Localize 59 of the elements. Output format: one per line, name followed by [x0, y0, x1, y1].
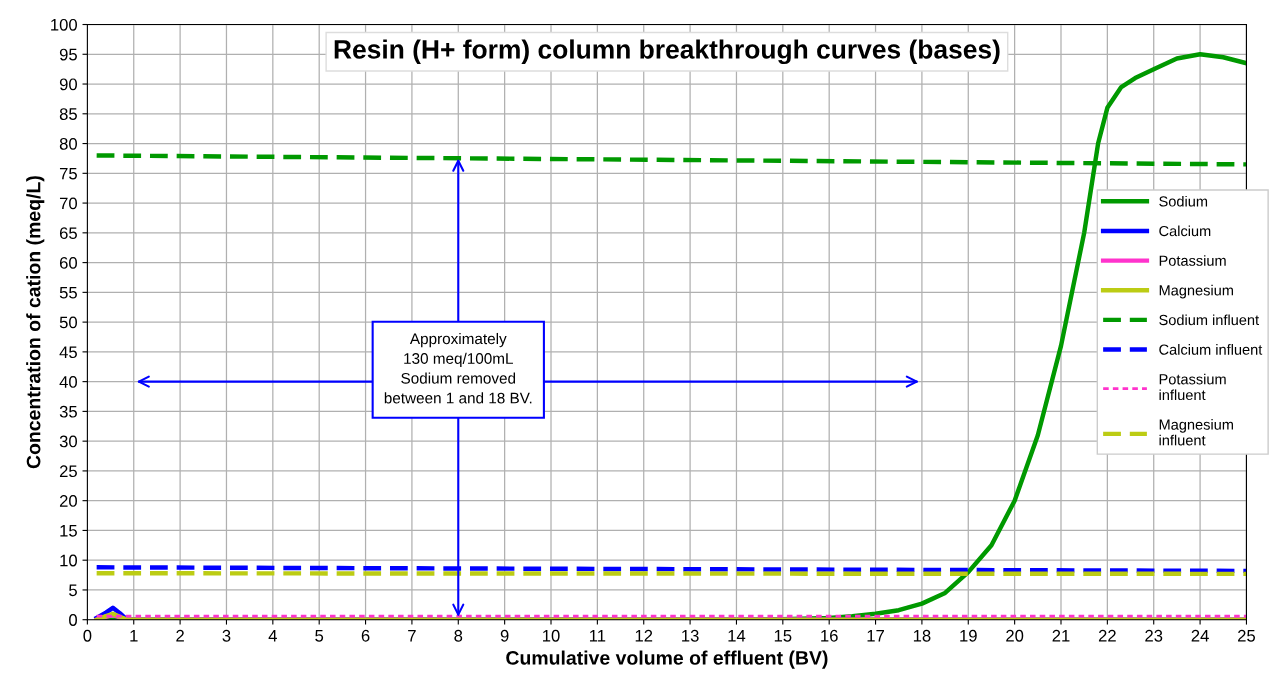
legend-label: Potassium [1159, 255, 1226, 266]
x-tick-label: 22 [1098, 629, 1116, 642]
x-tick-label: 1 [130, 630, 138, 642]
y-tick-label: 30 [59, 435, 78, 448]
y-tick-label: 100 [51, 18, 78, 31]
y-tick-label: 90 [59, 78, 78, 91]
x-tick-label: 2 [176, 629, 184, 642]
x-tick-label: 18 [913, 629, 931, 642]
x-tick-label: 24 [1191, 629, 1209, 642]
x-tick-label: 17 [867, 630, 884, 642]
x-tick-label: 8 [454, 629, 463, 642]
x-tick-label: 12 [635, 629, 653, 642]
y-tick-label: 25 [59, 465, 77, 478]
x-tick-label: 19 [960, 629, 977, 642]
legend-label: Calcium [1159, 225, 1211, 237]
x-tick-label: 7 [408, 630, 416, 642]
y-tick-label: 60 [59, 256, 78, 269]
y-tick-label: 35 [59, 405, 77, 418]
y-tick-label: 80 [59, 137, 78, 150]
y-tick-label: 95 [59, 48, 77, 61]
y-axis-title: Concentration of cation (meq/L) [26, 176, 45, 469]
text: Resin (H+ form) column breakthrough curves (bases) [334, 39, 1000, 65]
y-tick-label: 20 [59, 495, 78, 507]
x-tick-label: 0 [83, 629, 92, 642]
legend-label: Calcium influent [1159, 344, 1263, 355]
x-tick-label: 20 [1006, 629, 1024, 642]
y-tick-label: 40 [59, 376, 78, 388]
y-tick-label: 0 [69, 614, 78, 626]
y-tick-label: 10 [60, 554, 78, 567]
legend-label: Sodium influent [1159, 314, 1259, 326]
x-tick-label: 14 [728, 630, 746, 642]
y-tick-label: 55 [59, 286, 77, 299]
x-tick-label: 11 [589, 630, 606, 642]
x-tick-label: 23 [1145, 629, 1163, 642]
legend-label: Magnesium influent [1159, 419, 1233, 446]
y-tick-label: 5 [69, 584, 77, 597]
x-axis-title: Cumulative volume of effluent (BV) [506, 650, 828, 669]
x-tick-label: 5 [315, 630, 324, 642]
legend-label: Sodium [1159, 195, 1208, 207]
x-tick-label: 13 [682, 629, 699, 642]
y-tick-label: 15 [60, 525, 77, 537]
x-tick-label: 21 [1052, 629, 1070, 642]
x-tick-label: 9 [500, 629, 509, 642]
x-tick-label: 10 [543, 629, 560, 642]
y-tick-label: 45 [59, 346, 77, 359]
x-tick-label: 15 [774, 630, 792, 642]
x-tick-label: 25 [1238, 629, 1256, 642]
legend-label: Potassium influent [1159, 373, 1226, 401]
annotation: Approximately 130 meq/100mL Sodium removed between 1 and 18 BV. [384, 332, 532, 404]
y-tick-label: 50 [59, 316, 78, 329]
x-tick-label: 6 [361, 629, 370, 642]
legend-label: Magnesium [1159, 284, 1233, 299]
y-tick-label: 85 [59, 108, 77, 120]
y-tick-label: 70 [59, 197, 78, 210]
x-tick-label: 4 [268, 630, 277, 642]
x-tick-label: 3 [222, 629, 231, 642]
y-tick-label: 75 [59, 167, 77, 180]
y-tick-label: 65 [59, 227, 77, 240]
x-tick-label: 16 [821, 629, 838, 642]
